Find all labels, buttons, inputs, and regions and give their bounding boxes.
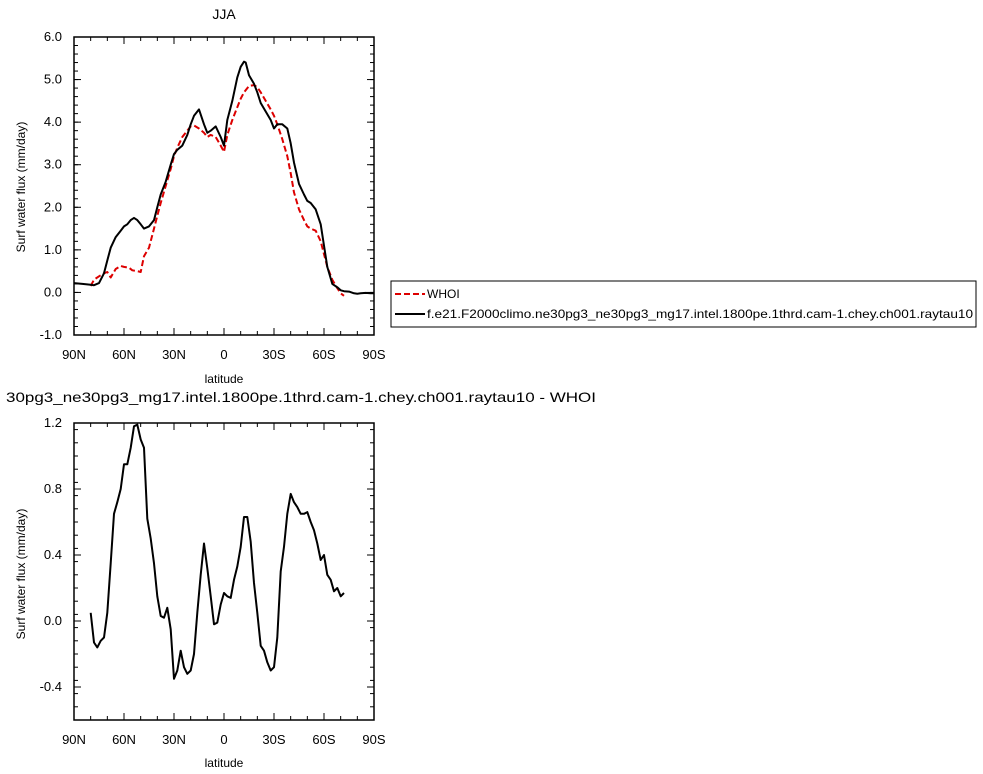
legend-label-whoi: WHOI	[427, 287, 460, 301]
top-chart-frame	[73, 36, 375, 336]
bottom-chart: 30pg3_ne30pg3_mg17.intel.1800pe.1thrd.ca…	[6, 389, 596, 770]
x-tick-label: 30N	[162, 347, 186, 362]
legend: WHOI f.e21.F2000climo.ne30pg3_ne30pg3_mg…	[390, 280, 977, 328]
x-tick-label: 60N	[112, 732, 136, 747]
y-tick-label: 0.8	[44, 481, 62, 496]
bottom-chart-xlabel: latitude	[205, 756, 244, 770]
x-tick-label: 60S	[312, 347, 335, 362]
x-tick-label: 0	[220, 732, 227, 747]
y-tick-label: 6.0	[44, 29, 62, 44]
x-tick-label: 90N	[62, 732, 86, 747]
top-chart-title: JJA	[212, 6, 236, 22]
top-chart-ylabel: Surf water flux (mm/day)	[14, 122, 28, 253]
x-tick-label: 30S	[262, 732, 285, 747]
bottom-chart-title: 30pg3_ne30pg3_mg17.intel.1800pe.1thrd.ca…	[6, 389, 596, 405]
top-chart-ticks: 90N 60N 30N 0 30S 60S 90S -1.0 0.0 1.0 2.0 3.0 4.0 5.…	[40, 29, 386, 362]
x-tick-label: 0	[220, 347, 227, 362]
bottom-chart-series	[89, 423, 345, 680]
x-tick-label: 60N	[112, 347, 136, 362]
y-tick-label: 2.0	[44, 199, 62, 214]
series-line-1	[73, 60, 374, 295]
legend-label-model: f.e21.F2000climo.ne30pg3_ne30pg3_mg17.in…	[427, 307, 973, 321]
x-tick-label: 30S	[262, 347, 285, 362]
legend-box	[390, 280, 977, 328]
x-tick-label: 90N	[62, 347, 86, 362]
bottom-chart-frame	[73, 422, 375, 721]
top-chart-xlabel: latitude	[205, 372, 244, 386]
top-chart-series	[73, 60, 374, 297]
y-tick-label: 3.0	[44, 157, 62, 172]
bottom-chart-ticks: 90N 60N 30N 0 30S 60S 90S -0.4 0.0 0.4 0.8 1.2	[40, 415, 386, 747]
y-tick-label: 1.0	[44, 242, 62, 257]
x-tick-label: 90S	[362, 347, 385, 362]
bottom-chart-ylabel: Surf water flux (mm/day)	[14, 509, 28, 640]
y-tick-label: -0.4	[40, 679, 62, 694]
y-tick-label: 5.0	[44, 72, 62, 87]
y-tick-label: 0.0	[44, 284, 62, 299]
y-tick-label: 0.4	[44, 547, 62, 562]
y-tick-label: 1.2	[44, 415, 62, 430]
y-tick-label: 4.0	[44, 114, 62, 129]
series-line-0	[89, 423, 345, 680]
x-tick-label: 30N	[162, 732, 186, 747]
y-tick-label: 0.0	[44, 613, 62, 628]
series-line-0	[89, 84, 345, 297]
x-tick-label: 60S	[312, 732, 335, 747]
top-chart: JJA 90N 60N 30N 0 30S 60S 90S -1.0 0.0 1.0 2.0 3.0 4…	[14, 6, 386, 386]
x-tick-label: 90S	[362, 732, 385, 747]
y-tick-label: -1.0	[40, 327, 62, 342]
